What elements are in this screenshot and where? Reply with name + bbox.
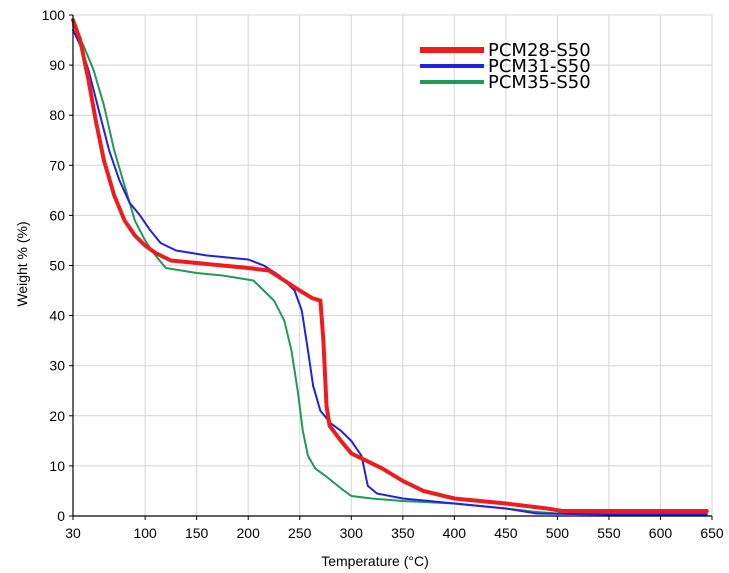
x-tick-label: 550 xyxy=(597,525,621,541)
x-tick-label: 500 xyxy=(546,525,570,541)
x-tick-label: 30 xyxy=(65,525,81,541)
x-tick-label: 250 xyxy=(288,525,312,541)
y-axis-title: Weight % (%) xyxy=(14,221,30,306)
gridlines xyxy=(72,14,713,517)
x-tick-label: 400 xyxy=(443,525,467,541)
x-tick-label: 650 xyxy=(700,525,724,541)
x-tick-label: 600 xyxy=(649,525,673,541)
x-tick-label: 300 xyxy=(340,525,364,541)
y-tick-label: 90 xyxy=(49,57,65,73)
x-tick-label: 450 xyxy=(494,525,518,541)
y-tick-label: 40 xyxy=(49,308,65,324)
y-tick-label: 60 xyxy=(49,207,65,223)
y-tick-label: 80 xyxy=(49,107,65,123)
legend-label-pcm35-s50: PCM35-S50 xyxy=(488,72,591,93)
tick-labels: 30 100 150 200 250 300 350 400 450 500 550 600 650 0 1… xyxy=(42,7,724,541)
y-tick-label: 20 xyxy=(49,408,65,424)
legend-label-pcm28-s50: PCM28-S50 xyxy=(488,40,591,61)
y-tick-label: 100 xyxy=(42,7,66,23)
y-tick-label: 0 xyxy=(57,508,65,524)
series-line-pcm35-s50 xyxy=(72,24,708,515)
x-tick-label: 200 xyxy=(237,525,261,541)
x-axis-title: Temperature (°C) xyxy=(321,553,429,569)
series-line-pcm28-s50 xyxy=(71,18,709,513)
x-tick-label: 100 xyxy=(133,525,157,541)
y-tick-label: 30 xyxy=(49,358,65,374)
y-tick-label: 70 xyxy=(49,157,65,173)
legend-label-pcm31-s50: PCM31-S50 xyxy=(488,56,591,77)
series-lines xyxy=(71,18,709,516)
series-line-pcm31-s50 xyxy=(72,29,708,516)
x-tick-label: 350 xyxy=(391,525,415,541)
x-tick-label: 150 xyxy=(185,525,209,541)
y-tick-label: 50 xyxy=(49,258,65,274)
y-tick-label: 10 xyxy=(49,458,65,474)
